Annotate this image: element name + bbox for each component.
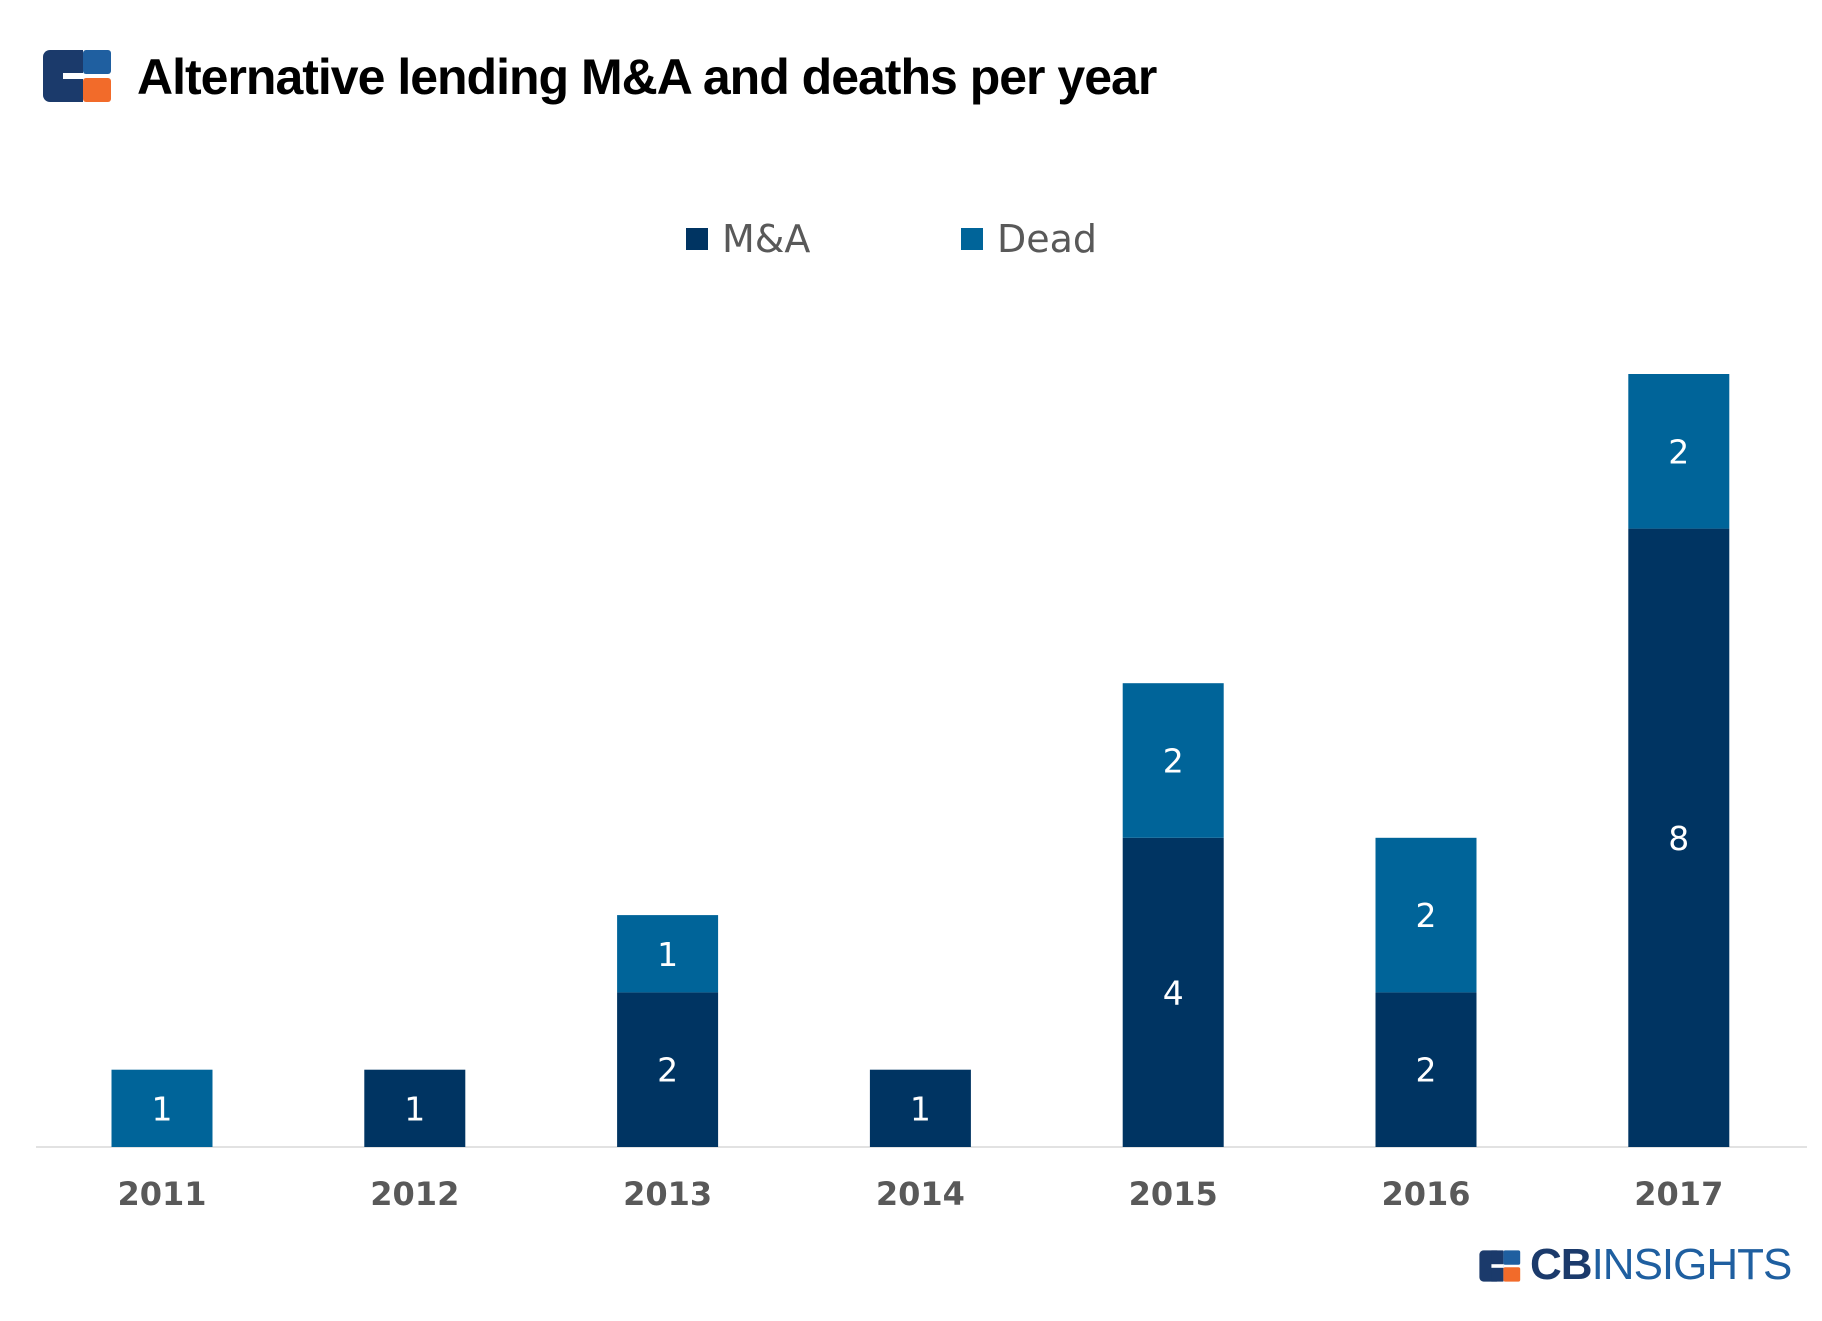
legend-label: Dead [997,217,1098,261]
data-label: 1 [152,1089,173,1128]
cb-insights-logo-icon [43,50,111,102]
bar-ma-2016 [1375,992,1477,1147]
x-tick-label: 2015 [1129,1175,1218,1213]
bar-dead-2017 [1628,374,1730,529]
bar-ma-2013 [617,992,719,1147]
footer-logo [1476,1248,1526,1288]
legend-label: M&A [722,217,811,261]
legend-item: M&A [686,214,810,264]
bar-ma-2017 [1628,528,1730,1147]
data-label: 1 [657,935,678,974]
data-label: 1 [910,1089,931,1128]
brand-bold: CB [1530,1240,1593,1289]
x-tick-label: 2011 [117,1175,206,1213]
x-tick-label: 2016 [1381,1175,1470,1213]
bar-dead-2011 [111,1069,213,1147]
bar-dead-2016 [1375,837,1477,993]
legend-item: Dead [961,214,1097,264]
data-label: 1 [404,1089,425,1128]
x-tick-label: 2012 [370,1175,459,1213]
legend-swatch [686,228,708,250]
bar-ma-2015 [1122,837,1224,1147]
data-label: 8 [1668,819,1689,858]
header [43,46,115,126]
bar-chart: 1 2011 1 2012 2 1 2013 1 2014 4 2 2015 2 2 2016 8 2 2017 [36,374,1807,1213]
data-label: 2 [657,1051,678,1090]
cb-insights-logo-icon [1479,1250,1521,1282]
bar-ma-2014 [869,1069,971,1147]
brand-light: INSIGHTS [1591,1240,1793,1289]
chart-title: Alternative lending M&A and deaths per y… [137,49,1157,105]
data-label: 2 [1416,896,1437,935]
x-tick-label: 2017 [1634,1175,1723,1213]
x-tick-label: 2014 [876,1175,965,1213]
data-label: 2 [1163,742,1184,781]
bar-ma-2012 [364,1069,466,1147]
data-label: 2 [1416,1051,1437,1090]
legend-swatch [961,228,983,250]
brand-wordmark: CBINSIGHTS [1530,1240,1793,1290]
bar-dead-2015 [1122,683,1224,838]
data-label: 2 [1668,432,1689,471]
x-tick-label: 2013 [623,1175,712,1213]
bar-dead-2013 [617,915,719,993]
legend: M&A Dead [0,214,1822,264]
data-label: 4 [1163,973,1184,1012]
